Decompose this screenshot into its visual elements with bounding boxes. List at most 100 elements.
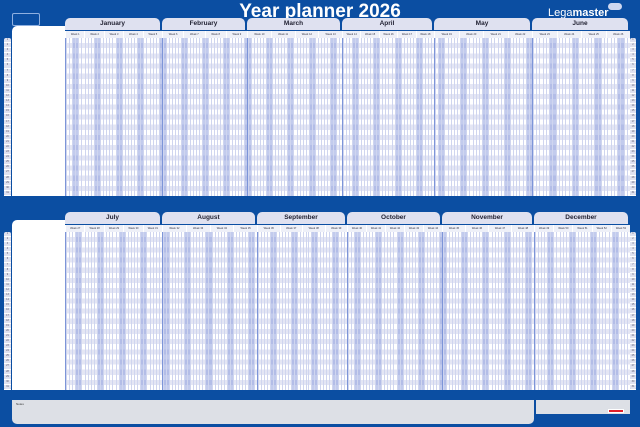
day-column[interactable] <box>93 38 97 197</box>
notes-area[interactable]: Notes <box>12 400 534 424</box>
day-column[interactable] <box>458 232 461 391</box>
day-column[interactable] <box>590 232 594 391</box>
day-column[interactable] <box>263 38 266 197</box>
day-column[interactable] <box>390 232 393 391</box>
day-column[interactable] <box>575 38 579 197</box>
day-column[interactable] <box>66 38 69 197</box>
day-column[interactable] <box>475 38 479 197</box>
day-column[interactable] <box>346 38 349 197</box>
day-column[interactable] <box>127 232 131 391</box>
day-column[interactable] <box>578 38 581 197</box>
day-column[interactable] <box>488 38 491 197</box>
day-column[interactable] <box>326 38 330 197</box>
day-column[interactable] <box>232 38 235 197</box>
day-column[interactable] <box>287 38 291 197</box>
day-column[interactable] <box>623 38 627 197</box>
day-column[interactable] <box>329 38 333 197</box>
day-column[interactable] <box>152 232 156 391</box>
day-column[interactable] <box>146 38 149 197</box>
day-column[interactable] <box>611 232 615 391</box>
day-column[interactable] <box>155 232 159 391</box>
day-column[interactable] <box>485 38 489 197</box>
day-column[interactable] <box>278 38 281 197</box>
day-column[interactable] <box>429 232 433 391</box>
day-column[interactable] <box>290 38 294 197</box>
day-column[interactable] <box>118 232 122 391</box>
day-column[interactable] <box>190 232 193 391</box>
day-column[interactable] <box>515 232 519 391</box>
day-column[interactable] <box>587 232 590 391</box>
day-column[interactable] <box>317 38 321 197</box>
day-column[interactable] <box>393 232 396 391</box>
day-column[interactable] <box>385 38 388 197</box>
day-column[interactable] <box>522 38 526 197</box>
day-column[interactable] <box>626 38 630 197</box>
day-column[interactable] <box>473 232 476 391</box>
day-column[interactable] <box>352 38 356 197</box>
day-column[interactable] <box>169 38 172 197</box>
day-column[interactable] <box>466 38 469 197</box>
day-column[interactable] <box>363 232 366 391</box>
day-column[interactable] <box>421 38 425 197</box>
day-column[interactable] <box>87 38 91 197</box>
day-column[interactable] <box>476 232 479 391</box>
day-column[interactable] <box>527 232 531 391</box>
day-column[interactable] <box>542 38 546 197</box>
day-column[interactable] <box>275 38 278 197</box>
day-column[interactable] <box>332 232 336 391</box>
day-column[interactable] <box>314 232 318 391</box>
day-column[interactable] <box>430 38 434 197</box>
day-column[interactable] <box>412 38 416 197</box>
day-column[interactable] <box>593 232 597 391</box>
day-column[interactable] <box>577 232 581 391</box>
day-column[interactable] <box>388 38 391 197</box>
day-column[interactable] <box>348 232 351 391</box>
day-column[interactable] <box>238 38 241 197</box>
day-column[interactable] <box>238 232 242 391</box>
day-column[interactable] <box>357 232 361 391</box>
day-column[interactable] <box>376 38 380 197</box>
day-column[interactable] <box>571 232 575 391</box>
day-column[interactable] <box>121 38 125 197</box>
day-column[interactable] <box>158 232 162 391</box>
day-column[interactable] <box>450 38 454 197</box>
day-column[interactable] <box>613 38 617 197</box>
day-column[interactable] <box>456 38 460 197</box>
day-column[interactable] <box>146 232 149 391</box>
day-column[interactable] <box>257 38 260 197</box>
day-column[interactable] <box>596 232 599 391</box>
day-column[interactable] <box>178 38 181 197</box>
day-column[interactable] <box>254 38 257 197</box>
day-column[interactable] <box>343 38 346 197</box>
day-column[interactable] <box>193 232 196 391</box>
day-column[interactable] <box>290 232 294 391</box>
day-column[interactable] <box>90 232 94 391</box>
day-column[interactable] <box>469 38 472 197</box>
day-column[interactable] <box>391 38 395 197</box>
day-column[interactable] <box>379 38 382 197</box>
day-column[interactable] <box>323 232 326 391</box>
day-column[interactable] <box>112 38 115 197</box>
day-column[interactable] <box>272 38 275 197</box>
day-column[interactable] <box>248 38 252 197</box>
day-column[interactable] <box>81 38 84 197</box>
day-column[interactable] <box>453 38 457 197</box>
day-column[interactable] <box>178 232 181 391</box>
day-column[interactable] <box>482 232 486 391</box>
day-column[interactable] <box>614 232 618 391</box>
day-column[interactable] <box>423 232 427 391</box>
day-column[interactable] <box>441 38 445 197</box>
day-column[interactable] <box>69 232 72 391</box>
day-column[interactable] <box>605 232 608 391</box>
day-column[interactable] <box>581 38 585 197</box>
day-column[interactable] <box>349 38 352 197</box>
day-column[interactable] <box>485 232 489 391</box>
day-column[interactable] <box>202 232 205 391</box>
day-column[interactable] <box>137 232 140 391</box>
day-column[interactable] <box>235 232 239 391</box>
day-column[interactable] <box>78 232 82 391</box>
day-column[interactable] <box>547 232 551 391</box>
day-column[interactable] <box>446 232 449 391</box>
day-column[interactable] <box>600 38 604 197</box>
day-column[interactable] <box>361 38 364 197</box>
